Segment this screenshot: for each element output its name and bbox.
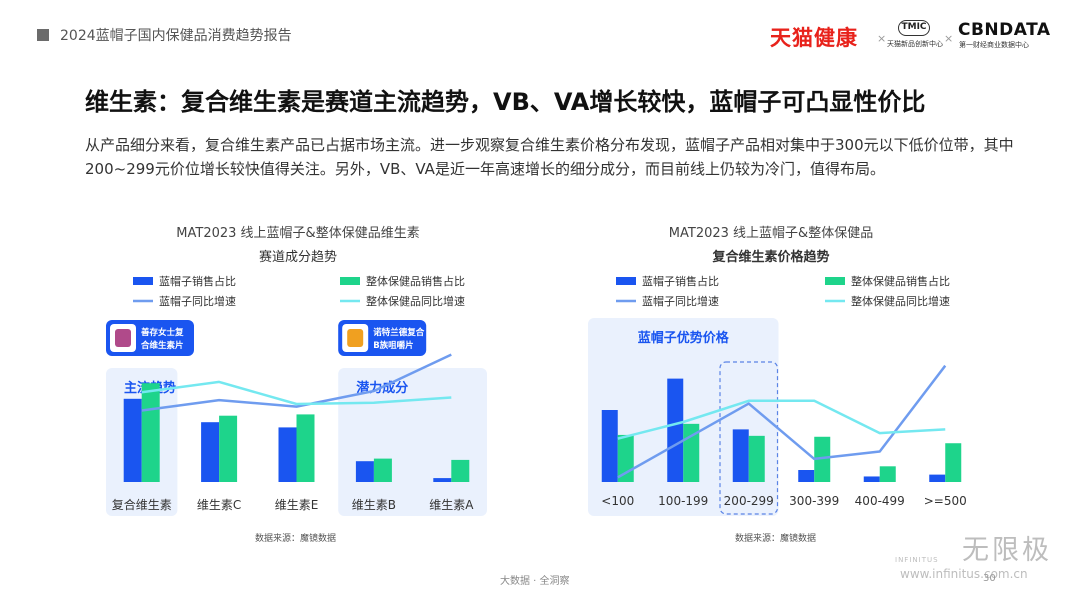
- bar-bluecap-6: [929, 474, 946, 482]
- legend-bluecap-share-swatch: [133, 277, 153, 285]
- bar-overall-1: [141, 383, 160, 482]
- legend-overall-growth: 整体保健品同比增速: [366, 294, 465, 308]
- bar-overall-2: [219, 415, 238, 482]
- logo-separator-2: ×: [944, 32, 954, 45]
- watermark-url: www.infinitus.com.cn: [900, 567, 1028, 581]
- chart-subtitle: 赛道成分趋势: [259, 249, 337, 265]
- tmic-logo: TMIC: [898, 20, 930, 36]
- category-label-4: 300-399: [789, 494, 839, 508]
- legend-overall-growth: 整体保健品同比增速: [851, 294, 950, 308]
- bar-bluecap-5: [863, 476, 880, 482]
- product-callout-line2-2: B族咀嚼片: [373, 340, 413, 351]
- report-title: 2024蓝帽子国内保健品消费趋势报告: [60, 28, 292, 44]
- page-number: 30: [983, 573, 996, 584]
- category-label-3: 维生素E: [275, 498, 319, 512]
- bar-bluecap-4: [355, 461, 374, 482]
- chart-subtitle: 复合维生素价格趋势: [711, 249, 829, 265]
- legend-bluecap-growth: 蓝帽子同比增速: [642, 294, 719, 308]
- product-callout-line1-1: 善存女士复: [141, 327, 184, 338]
- category-label-1: <100: [601, 494, 634, 508]
- chart-title: MAT2023 线上蓝帽子&整体保健品: [669, 225, 873, 241]
- focus-price-band-box: [719, 361, 779, 515]
- line-overall-growth: [141, 380, 452, 406]
- product-callout-line1-2: 诺特兰德复合: [373, 327, 425, 338]
- cbndata-logo: CBNDATA: [958, 20, 1051, 40]
- line-bluecap-growth: [141, 353, 452, 412]
- watermark-brand-en: INFINITUS: [895, 556, 939, 564]
- product-callout-line2-1: 合维生素片: [140, 340, 184, 351]
- chart-source: 数据来源：魔镜数据: [255, 532, 336, 544]
- category-label-1: 复合维生素: [112, 497, 172, 512]
- chart-title: MAT2023 线上蓝帽子&整体保健品维生素: [176, 225, 419, 241]
- category-label-2: 100-199: [658, 494, 708, 508]
- bar-overall-3: [296, 414, 315, 482]
- logo-separator-1: ×: [877, 32, 887, 45]
- bar-overall-3: [748, 435, 765, 482]
- product-bottle-icon-2: [347, 329, 364, 347]
- bar-overall-6: [945, 443, 962, 482]
- legend-overall-share: 整体保健品销售占比: [366, 274, 465, 288]
- bar-bluecap-1: [601, 410, 618, 482]
- category-label-2: 维生素C: [197, 498, 241, 512]
- footer-slogan: 大数据 · 全洞察: [500, 576, 570, 587]
- bar-bluecap-3: [278, 427, 297, 482]
- legend-overall-share: 整体保健品销售占比: [851, 274, 950, 288]
- legend-bluecap-share: 蓝帽子销售占比: [642, 274, 719, 288]
- category-label-3: 200-299: [724, 494, 774, 508]
- bar-overall-5: [879, 466, 896, 482]
- line-overall-growth: [617, 399, 946, 440]
- bar-overall-4: [373, 458, 392, 482]
- page-title: 维生素：复合维生素是赛道主流趋势，VB、VA增长较快，蓝帽子可凸显性价比: [85, 88, 926, 116]
- bar-bluecap-2: [667, 378, 684, 482]
- tmic-logo-subtitle: 天猫新品创新中心: [887, 40, 943, 48]
- legend-overall-share-swatch: [825, 277, 845, 285]
- category-label-4: 维生素B: [352, 498, 396, 512]
- category-label-6: >=500: [924, 494, 967, 508]
- bar-bluecap-2: [201, 422, 220, 482]
- legend-overall-share-swatch: [340, 277, 360, 285]
- line-bluecap-growth: [617, 364, 947, 479]
- legend-bluecap-share-swatch: [616, 277, 636, 285]
- cbndata-logo-subtitle: 第一财经商业数据中心: [959, 41, 1029, 49]
- bar-overall-5: [451, 459, 470, 482]
- tmall-health-logo: 天猫健康: [770, 26, 858, 50]
- bar-overall-4: [814, 436, 831, 482]
- bar-bluecap-3: [732, 429, 749, 482]
- bar-bluecap-4: [798, 470, 815, 482]
- legend-bluecap-growth: 蓝帽子同比增速: [159, 294, 236, 308]
- header-square-icon: [37, 29, 49, 41]
- bar-bluecap-1: [123, 398, 142, 482]
- category-label-5: 维生素A: [429, 498, 474, 512]
- category-label-5: 400-499: [855, 494, 905, 508]
- bar-bluecap-5: [433, 478, 452, 482]
- watermark-brand: 无限极: [962, 535, 1052, 566]
- page-description: 从产品细分来看，复合维生素产品已占据市场主流。进一步观察复合维生素价格分布发现，…: [85, 136, 1014, 178]
- chart-source: 数据来源：魔镜数据: [735, 532, 816, 544]
- product-bottle-icon-1: [115, 329, 131, 347]
- legend-bluecap-share: 蓝帽子销售占比: [159, 274, 236, 288]
- highlight-label-1: 蓝帽子优势价格: [638, 330, 730, 346]
